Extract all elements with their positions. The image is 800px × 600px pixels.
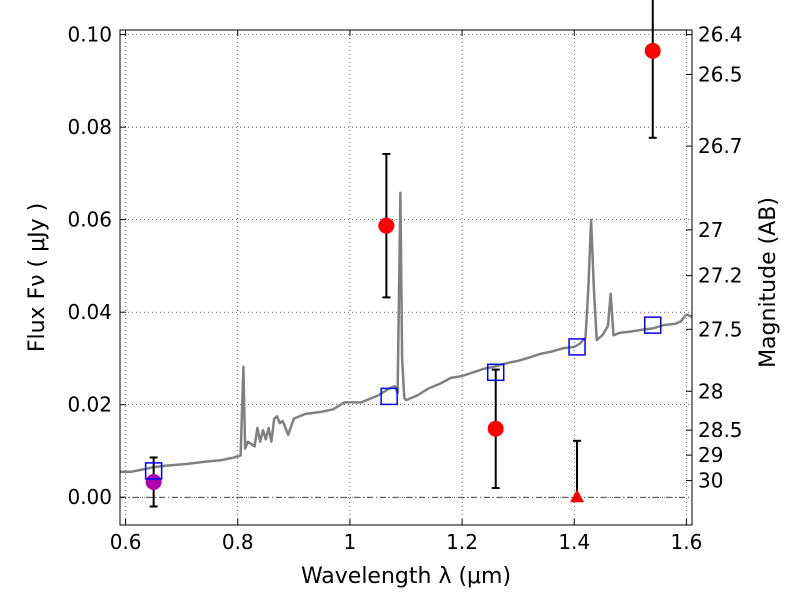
x-tick-label: 0.6 <box>110 530 142 554</box>
model-band-square <box>144 462 163 480</box>
photometry-point <box>644 42 661 59</box>
model-band-square <box>486 363 505 382</box>
y-tick-label: 0.04 <box>67 300 112 324</box>
grid <box>120 30 692 525</box>
magnitude-tick-label: 27 <box>698 218 723 242</box>
upper-limit-triangle <box>570 489 585 503</box>
model-band-square <box>568 338 586 356</box>
magnitude-tick-label: 29 <box>698 443 723 467</box>
x-tick-label: 1.2 <box>446 530 478 554</box>
y-tick-label: 0.08 <box>67 115 112 139</box>
magnitude-tick-label: 28 <box>698 379 723 403</box>
markers <box>144 42 662 503</box>
y-tick-label: 0.02 <box>67 393 112 417</box>
magnitude-tick-label: 26.5 <box>698 62 743 86</box>
spectrum-layer <box>120 191 693 474</box>
magnitude-tick-label: 30 <box>698 469 723 493</box>
plot-frame <box>119 29 693 526</box>
magnitude-tick-label: 26.7 <box>698 134 743 158</box>
model-spectrum-line <box>120 191 693 474</box>
x-tick-label: 1.4 <box>558 530 590 554</box>
y-tick-label: 0.00 <box>67 485 112 509</box>
photometry-point <box>145 473 162 490</box>
x-axis-label: Wavelength λ (μm) <box>301 564 511 589</box>
photometry-point <box>378 217 395 234</box>
error-bars <box>149 0 657 508</box>
x-tick-label: 1.6 <box>670 530 702 554</box>
magnitude-tick-label: 28.5 <box>698 418 743 442</box>
model-band-square <box>380 387 398 406</box>
ticks: 0.6 0.8 1 1.2 1.4 1.6 0.00 0.02 0.04 0.06 0.08 0.10… <box>67 23 742 554</box>
model-band-square <box>643 316 662 334</box>
x-tick-label: 1 <box>344 530 357 554</box>
magnitude-tick-label: 27.2 <box>698 264 743 288</box>
y-tick-label: 0.10 <box>67 23 112 47</box>
x-tick-label: 0.8 <box>222 530 254 554</box>
photometry-point <box>487 420 504 437</box>
y-tick-label: 0.06 <box>67 208 112 232</box>
y-axis-right-label: Magnitude (AB) <box>756 197 781 368</box>
magnitude-tick-label: 26.4 <box>698 23 743 47</box>
magnitude-tick-label: 27.5 <box>698 317 743 341</box>
y-axis-label: Flux Fν ( μJy ) <box>25 203 50 352</box>
